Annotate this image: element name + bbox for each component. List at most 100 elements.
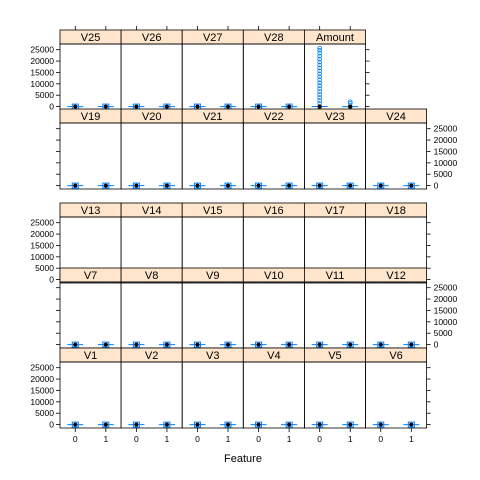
y-tick-label: 20000 xyxy=(30,229,54,239)
x-tick-label: 0 xyxy=(134,434,139,444)
box xyxy=(255,182,263,189)
strip-label: V28 xyxy=(264,32,284,44)
outlier-point xyxy=(317,95,322,100)
strip-label: V24 xyxy=(386,111,406,123)
outlier-point xyxy=(317,92,322,97)
y-tick-label: 5000 xyxy=(35,90,54,100)
median-dot xyxy=(348,422,353,427)
strip-label: V26 xyxy=(142,32,162,44)
median-dot xyxy=(73,104,78,109)
strip-label: V19 xyxy=(81,111,101,123)
box xyxy=(285,421,293,428)
outlier-point xyxy=(317,62,322,68)
outlier-max-point xyxy=(317,45,322,51)
median-dot xyxy=(409,183,414,188)
y-tick-label: 10000 xyxy=(434,158,458,168)
outlier-point xyxy=(317,68,322,74)
panel-v3: V3 xyxy=(181,347,244,429)
box xyxy=(132,182,140,189)
panel-frame xyxy=(303,122,366,190)
outlier-point xyxy=(317,50,322,56)
x-tick-label: 1 xyxy=(287,434,292,444)
strip-label: V13 xyxy=(81,205,101,217)
box xyxy=(102,341,110,348)
median-dot xyxy=(134,183,139,188)
median-dot xyxy=(103,422,108,427)
panel-frame xyxy=(303,43,366,111)
median-dot xyxy=(256,104,261,109)
panel-v14: V14 xyxy=(120,202,183,284)
panel-v12: V12 xyxy=(365,267,427,349)
panel-v4: V4 xyxy=(242,347,305,429)
median-dot xyxy=(317,104,322,109)
y-tick-label: 15000 xyxy=(434,305,458,315)
box xyxy=(377,421,385,428)
strip-label: V12 xyxy=(386,270,406,282)
box xyxy=(193,421,201,428)
box xyxy=(316,182,324,189)
panel-frame xyxy=(242,43,305,111)
box xyxy=(316,421,324,428)
box xyxy=(102,182,110,189)
strip-label: V21 xyxy=(203,111,223,123)
strip-label: V5 xyxy=(328,350,341,362)
median-dot xyxy=(134,422,139,427)
box xyxy=(193,341,201,348)
panel-v20: V20 xyxy=(120,108,183,190)
strip-label: V6 xyxy=(389,350,402,362)
panel-frame xyxy=(59,281,122,349)
median-dot xyxy=(226,104,231,109)
panel-v19: V19 xyxy=(59,108,122,190)
y-tick-label: 10000 xyxy=(30,79,54,89)
y-tick-label: 25000 xyxy=(30,218,54,228)
box xyxy=(224,341,232,348)
y-tick-label: 5000 xyxy=(434,169,453,179)
median-dot xyxy=(164,342,169,347)
median-dot xyxy=(73,183,78,188)
strip-label: V17 xyxy=(325,205,345,217)
panel-frame xyxy=(59,122,122,190)
panel-v23: V23 xyxy=(303,108,366,190)
strip-label: V4 xyxy=(267,350,280,362)
x-tick-label: 0 xyxy=(317,434,322,444)
x-tick-label: 1 xyxy=(165,434,170,444)
panel-frame xyxy=(242,361,305,429)
panel-frame xyxy=(365,361,427,429)
box xyxy=(71,421,79,428)
x-tick-label: 1 xyxy=(348,434,353,444)
y-tick-label: 20000 xyxy=(30,374,54,384)
outlier-point xyxy=(317,83,322,89)
box xyxy=(346,341,354,348)
panel-v6: V6 xyxy=(365,347,427,429)
strip-label: V18 xyxy=(386,205,406,217)
median-dot xyxy=(348,183,353,188)
panel-v25: V25 xyxy=(59,29,122,111)
y-tick-label: 25000 xyxy=(434,283,458,293)
y-tick-label: 15000 xyxy=(30,240,54,250)
box xyxy=(346,182,354,189)
strip-label: V16 xyxy=(264,205,284,217)
panel-v2: V2 xyxy=(120,347,183,429)
median-dot xyxy=(348,104,353,109)
x-tick-label: 0 xyxy=(378,434,383,444)
x-tick-label: 1 xyxy=(226,434,231,444)
panel-frame xyxy=(181,281,244,349)
panel-frame xyxy=(120,281,183,349)
panel-v21: V21 xyxy=(181,108,244,190)
box xyxy=(346,421,354,428)
panel-v9: V9 xyxy=(181,267,244,349)
box xyxy=(163,182,171,189)
box xyxy=(285,341,293,348)
outlier-point xyxy=(317,59,322,65)
panel-v10: V10 xyxy=(242,267,305,349)
strip-label: V10 xyxy=(264,270,284,282)
y-tick-label: 15000 xyxy=(30,385,54,395)
median-dot xyxy=(226,422,231,427)
median-dot xyxy=(409,422,414,427)
median-dot xyxy=(103,183,108,188)
panel-frame xyxy=(181,122,244,190)
median-dot xyxy=(256,183,261,188)
box xyxy=(71,341,79,348)
panel-v24: V24 xyxy=(365,108,427,190)
